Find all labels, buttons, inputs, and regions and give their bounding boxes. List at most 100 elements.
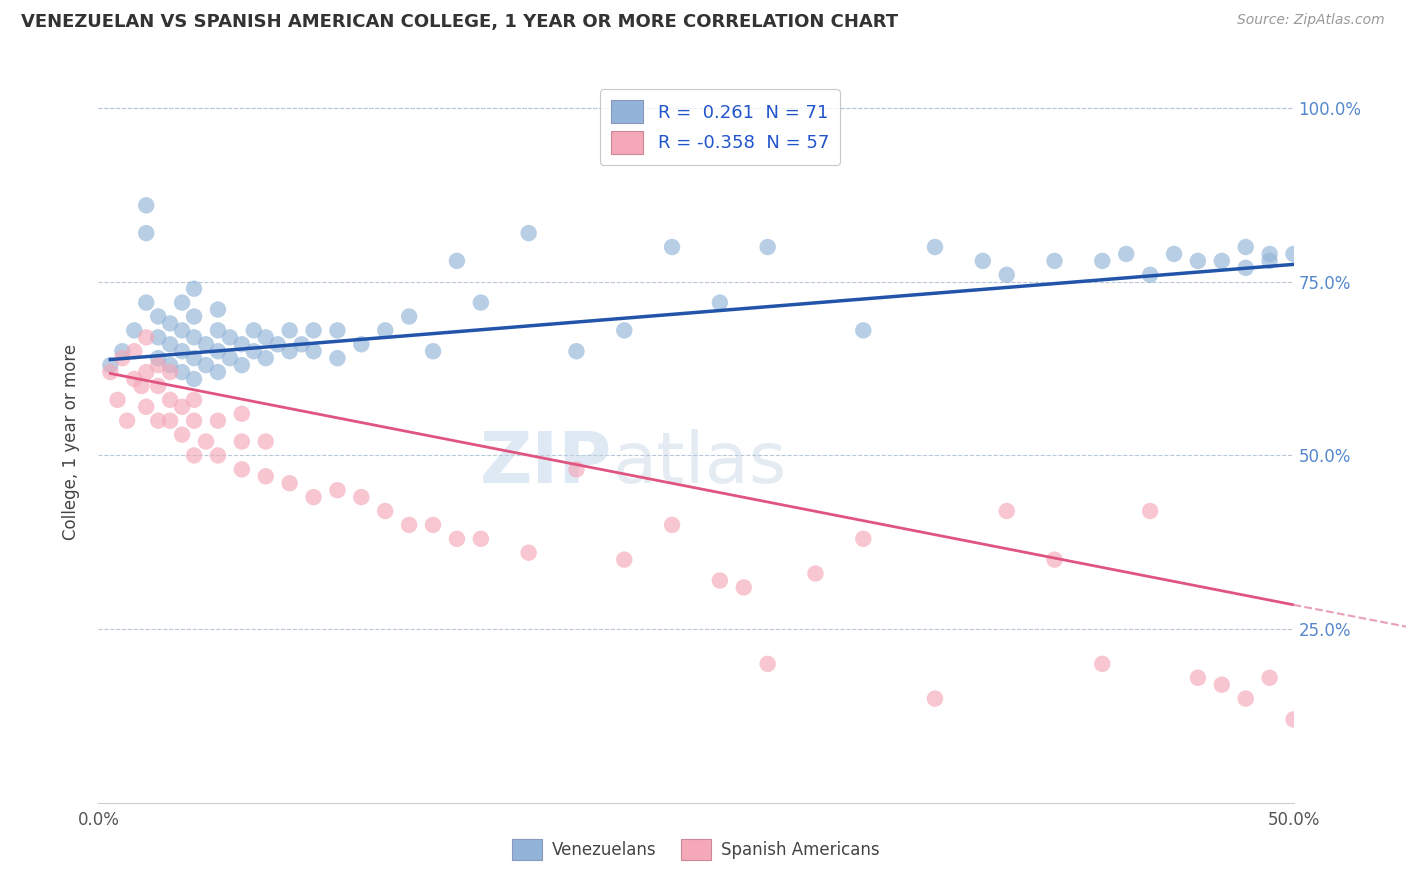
Point (1043, 552, 1066, 566)
Point (183, 282, 205, 296)
Text: Source: ZipAtlas.com: Source: ZipAtlas.com (1237, 13, 1385, 28)
Point (398, 517, 420, 532)
Point (195, 434, 218, 449)
Point (159, 414, 181, 428)
Point (231, 337, 253, 351)
Point (1187, 671, 1209, 685)
Point (135, 400, 157, 414)
Text: ZIP: ZIP (479, 429, 613, 498)
Point (1187, 253, 1209, 268)
Point (195, 337, 218, 351)
Point (972, 253, 994, 268)
Point (131, 379, 153, 393)
Point (231, 434, 253, 449)
Point (207, 449, 229, 463)
Point (172, 295, 194, 310)
Point (183, 310, 205, 324)
Point (183, 372, 205, 386)
Point (124, 372, 146, 386)
Point (159, 358, 181, 372)
Point (374, 323, 396, 337)
Point (1234, 260, 1257, 275)
Point (470, 295, 492, 310)
Point (924, 691, 946, 706)
Point (661, 240, 683, 254)
Point (422, 517, 444, 532)
Point (124, 344, 146, 359)
Point (1282, 713, 1305, 727)
Point (1091, 657, 1114, 671)
Point (124, 323, 146, 337)
Point (159, 392, 181, 407)
Point (207, 414, 229, 428)
Point (326, 483, 349, 498)
Point (350, 490, 373, 504)
Point (709, 574, 731, 588)
Point (254, 330, 277, 344)
Point (98, 358, 122, 372)
Point (517, 546, 540, 560)
Point (446, 253, 468, 268)
Point (135, 295, 157, 310)
Point (804, 566, 827, 581)
Point (852, 323, 875, 337)
Point (207, 344, 229, 359)
Point (183, 351, 205, 366)
Point (254, 351, 277, 366)
Point (1234, 691, 1257, 706)
Point (995, 268, 1018, 282)
Point (350, 337, 373, 351)
Point (565, 462, 588, 476)
Point (517, 226, 540, 240)
Point (243, 323, 266, 337)
Point (302, 490, 325, 504)
Point (374, 504, 396, 518)
Point (1258, 247, 1281, 261)
Point (135, 330, 157, 344)
Point (302, 344, 325, 359)
Point (111, 344, 134, 359)
Point (756, 657, 779, 671)
Point (756, 240, 779, 254)
Text: atlas: atlas (613, 429, 787, 498)
Point (135, 198, 157, 212)
Point (148, 310, 170, 324)
Point (183, 414, 205, 428)
Point (326, 323, 349, 337)
Point (1043, 253, 1066, 268)
Point (995, 504, 1018, 518)
Point (1258, 671, 1281, 685)
Point (183, 449, 205, 463)
Point (107, 392, 129, 407)
Point (207, 365, 229, 379)
Point (172, 427, 194, 442)
Point (231, 358, 253, 372)
Point (1211, 253, 1233, 268)
Point (254, 434, 277, 449)
Point (1211, 678, 1233, 692)
Point (159, 337, 181, 351)
Point (1282, 247, 1305, 261)
Point (278, 476, 301, 491)
Legend: Venezuelans, Spanish Americans: Venezuelans, Spanish Americans (505, 832, 887, 867)
Point (148, 358, 170, 372)
Point (148, 379, 170, 393)
Point (278, 344, 301, 359)
Point (924, 240, 946, 254)
Point (267, 337, 290, 351)
Point (207, 302, 229, 317)
Point (291, 337, 314, 351)
Point (148, 414, 170, 428)
Point (148, 351, 170, 366)
Text: VENEZUELAN VS SPANISH AMERICAN COLLEGE, 1 YEAR OR MORE CORRELATION CHART: VENEZUELAN VS SPANISH AMERICAN COLLEGE, … (21, 13, 898, 31)
Point (1139, 268, 1161, 282)
Point (661, 517, 683, 532)
Point (1234, 240, 1257, 254)
Point (195, 358, 218, 372)
Point (1163, 247, 1185, 261)
Point (219, 351, 242, 366)
Point (135, 226, 157, 240)
Point (302, 323, 325, 337)
Point (326, 351, 349, 366)
Point (422, 344, 444, 359)
